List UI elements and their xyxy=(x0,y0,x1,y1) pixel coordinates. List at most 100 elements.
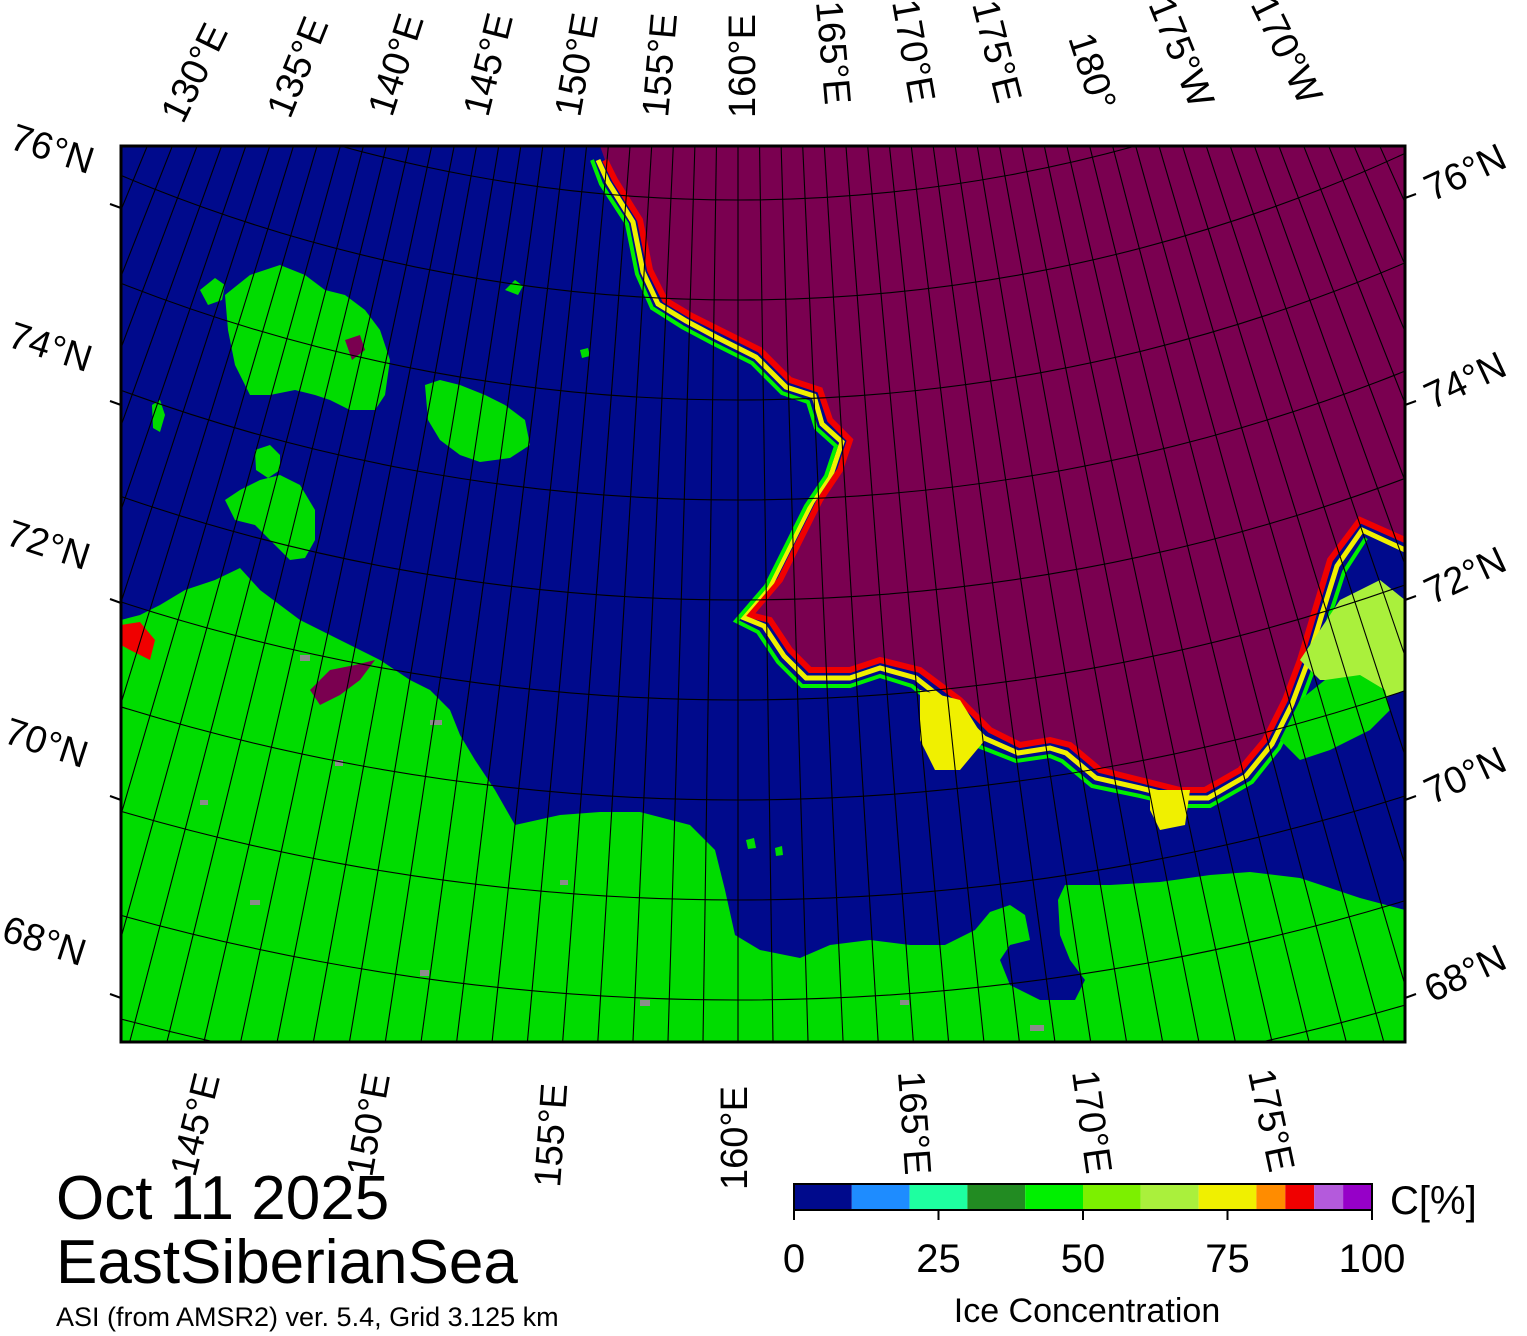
siberia-mainland xyxy=(121,568,1405,1042)
sea-ice-pack xyxy=(600,146,1405,790)
lat-labels-right: 76°N 74°N 72°N 70°N 68°N xyxy=(1418,136,1513,1011)
longitude-line xyxy=(491,146,588,1042)
lon-label-top: 155°E xyxy=(635,12,686,119)
colorbar-bin xyxy=(1314,1184,1344,1210)
lon-label-top: 150°E xyxy=(548,10,607,120)
longitude-line xyxy=(823,146,879,1042)
small-island-bennett xyxy=(505,280,523,295)
colorbar-bin xyxy=(909,1184,968,1210)
longitude-line xyxy=(1253,146,1405,567)
lon-label-top: 180° xyxy=(1059,28,1123,116)
island-lake-ice xyxy=(345,335,365,360)
small-island-jeannette xyxy=(580,348,590,358)
longitude-line xyxy=(667,146,696,1042)
colorbar-tick-label: 0 xyxy=(783,1237,805,1281)
longitude-line xyxy=(203,146,410,1042)
colorbar-tick-label: 75 xyxy=(1205,1237,1250,1281)
longitude-line xyxy=(888,146,985,1042)
lon-labels-top: 130°E 135°E 140°E 145°E 150°E 155°E 160°… xyxy=(153,0,1330,129)
lon-label-bottom: 170°E xyxy=(1063,1067,1119,1176)
longitude-line xyxy=(384,146,522,1042)
new-siberia-island xyxy=(425,380,530,462)
lon-label-top: 175°E xyxy=(963,0,1029,107)
longitude-line xyxy=(759,146,774,1042)
lon-label-top: 145°E xyxy=(456,9,522,120)
colorbar-tick-label: 100 xyxy=(1339,1237,1406,1281)
land-gray-specks xyxy=(200,655,1044,1031)
longitude-line xyxy=(121,146,341,940)
longitude-line xyxy=(1472,0,1527,855)
young-ice-patch xyxy=(1300,580,1405,700)
colorbar-title: Ice Concentration xyxy=(954,1292,1221,1330)
ice-edge-green-band xyxy=(590,159,1368,808)
colorbar-bin xyxy=(1343,1184,1372,1210)
longitude-line xyxy=(121,146,318,817)
longitude-line xyxy=(1205,146,1405,758)
longitude-line xyxy=(1066,146,1273,1042)
longitude-line xyxy=(456,146,566,1042)
frame-ticks xyxy=(109,193,1417,999)
ice-edge-yellow-band xyxy=(595,158,1405,801)
colorbar-unit: C[%] xyxy=(1390,1179,1477,1223)
colorbar-bin xyxy=(1285,1184,1315,1210)
longitude-line xyxy=(1158,146,1405,988)
longitude-line xyxy=(802,146,844,1042)
small-island-west xyxy=(152,400,165,432)
lon-label-bottom: 175°E xyxy=(1239,1065,1302,1175)
maly-lyakhovsky-island xyxy=(255,445,280,478)
colorbar-bins xyxy=(794,1184,1372,1210)
longitude-line xyxy=(526,146,609,1042)
young-ice-patch-3 xyxy=(1150,790,1190,830)
lon-label-bottom: 165°E xyxy=(889,1070,938,1177)
lat-label-left: 72°N xyxy=(1,513,95,579)
colorbar-bin xyxy=(1025,1184,1083,1210)
colorbar: 0 25 50 75 100 C[%] Ice Concentration xyxy=(783,1179,1477,1330)
longitude-line xyxy=(932,146,1056,1042)
lon-label-top: 160°E xyxy=(722,14,764,118)
lat-label-right: 72°N xyxy=(1418,539,1513,613)
longitude-line xyxy=(420,146,544,1042)
young-ice-patch-2 xyxy=(920,690,985,770)
bear-islands xyxy=(746,838,783,856)
lon-label-top: 165°E xyxy=(807,0,858,106)
lat-labels-left: 76°N 74°N 72°N 70°N 68°N xyxy=(0,117,99,975)
longitude-line xyxy=(1229,146,1405,658)
colorbar-bin xyxy=(1140,1184,1199,1210)
map-area xyxy=(121,146,1405,1042)
longitude-line xyxy=(1021,146,1200,1042)
longitude-line xyxy=(1112,146,1347,1042)
coastal-lagoon-ice xyxy=(310,660,375,705)
longitude-line xyxy=(166,146,387,1042)
longitude-line xyxy=(845,146,914,1042)
small-island-north xyxy=(200,278,225,305)
colorbar-bin xyxy=(1256,1184,1286,1210)
longitude-line xyxy=(562,146,631,1042)
lon-label-top: 135°E xyxy=(259,11,337,123)
longitude-line xyxy=(276,146,455,1042)
lat-label-left: 76°N xyxy=(5,117,99,183)
bolshoy-lyakhovsky-island xyxy=(225,475,315,560)
lat-label-left: 68°N xyxy=(0,909,91,975)
longitude-line xyxy=(312,146,478,1042)
colorbar-ticks: 0 25 50 75 100 xyxy=(783,1210,1406,1281)
longitude-line xyxy=(1089,146,1310,1042)
lat-label-right: 68°N xyxy=(1418,937,1513,1011)
lon-label-bottom: 155°E xyxy=(527,1082,576,1189)
longitude-line xyxy=(129,146,364,1042)
longitude-line xyxy=(867,146,950,1042)
lat-label-left: 70°N xyxy=(0,711,93,777)
lat-label-left: 74°N xyxy=(3,315,97,381)
longitude-line xyxy=(780,146,809,1042)
lon-label-top: 130°E xyxy=(153,17,236,129)
longitude-line xyxy=(121,146,271,604)
map-date: Oct 11 2025 xyxy=(56,1164,390,1233)
longitude-line xyxy=(1181,146,1405,867)
longitude-line xyxy=(976,146,1128,1042)
lon-label-bottom: 160°E xyxy=(714,1086,756,1190)
longitude-line xyxy=(348,146,500,1042)
longitude-line xyxy=(632,146,674,1042)
colorbar-bin xyxy=(1083,1184,1141,1210)
data-source-note: ASI (from AMSR2) ver. 5.4, Grid 3.125 km xyxy=(56,1302,559,1332)
